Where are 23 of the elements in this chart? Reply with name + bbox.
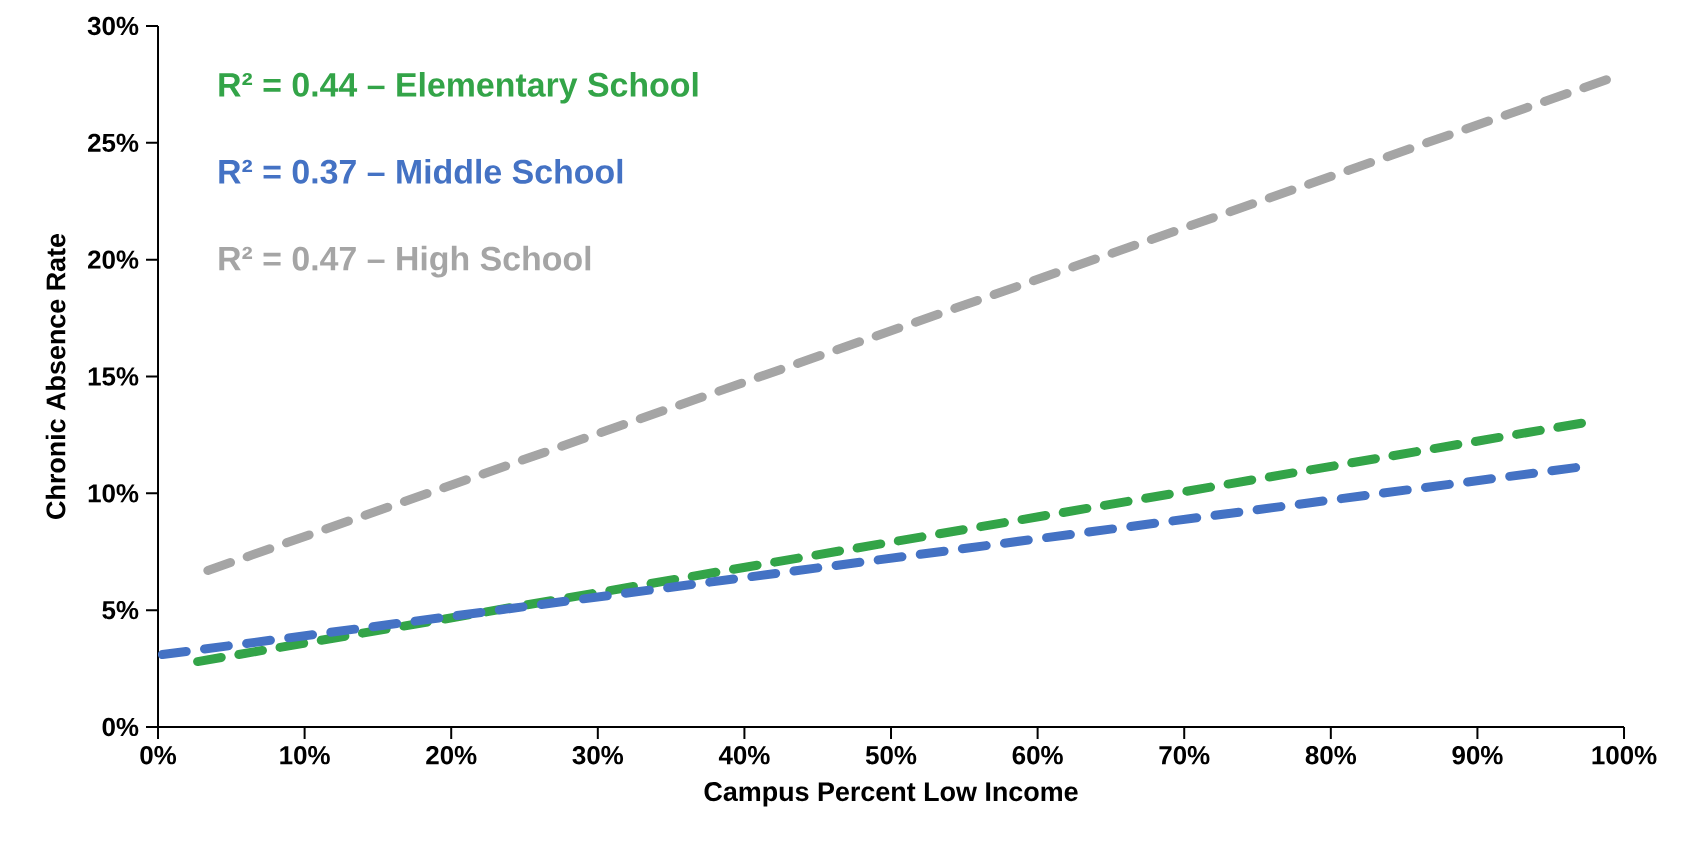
x-tick-label: 30% [572, 746, 624, 765]
x-tick-label: 100% [1592, 746, 1657, 765]
x-tick-label: 20% [426, 746, 477, 765]
text: R² = 0.37 – Middle School [219, 158, 623, 184]
x-tick-label: 80% [1305, 746, 1357, 765]
y-tick-label: 10% [88, 484, 139, 503]
x-tick-label: 50% [865, 746, 917, 765]
text: R² = 0.47 – High School [219, 245, 591, 278]
text: R² = 0.44 – Elementary School [219, 71, 698, 104]
y-tick-label: 20% [88, 250, 139, 269]
y-tick-label: 15% [88, 367, 139, 386]
y-tick-label: 5% [102, 601, 139, 620]
y-tick-label: 30% [87, 16, 139, 36]
x-tick-label: 90% [1452, 746, 1503, 765]
y-tick-label: 0% [102, 717, 139, 737]
x-axis-title: Campus Percent Low Income [704, 782, 1078, 807]
y-axis-title: Chronic Absence Rate [45, 233, 66, 519]
x-tick-label: 60% [1012, 746, 1063, 765]
x-tick-label: 0% [140, 746, 177, 765]
x-tick-label: 10% [280, 746, 330, 765]
x-tick-label: 40% [718, 746, 770, 765]
x-tick-label: 70% [1159, 746, 1210, 765]
y-tick-label: 25% [88, 133, 139, 152]
